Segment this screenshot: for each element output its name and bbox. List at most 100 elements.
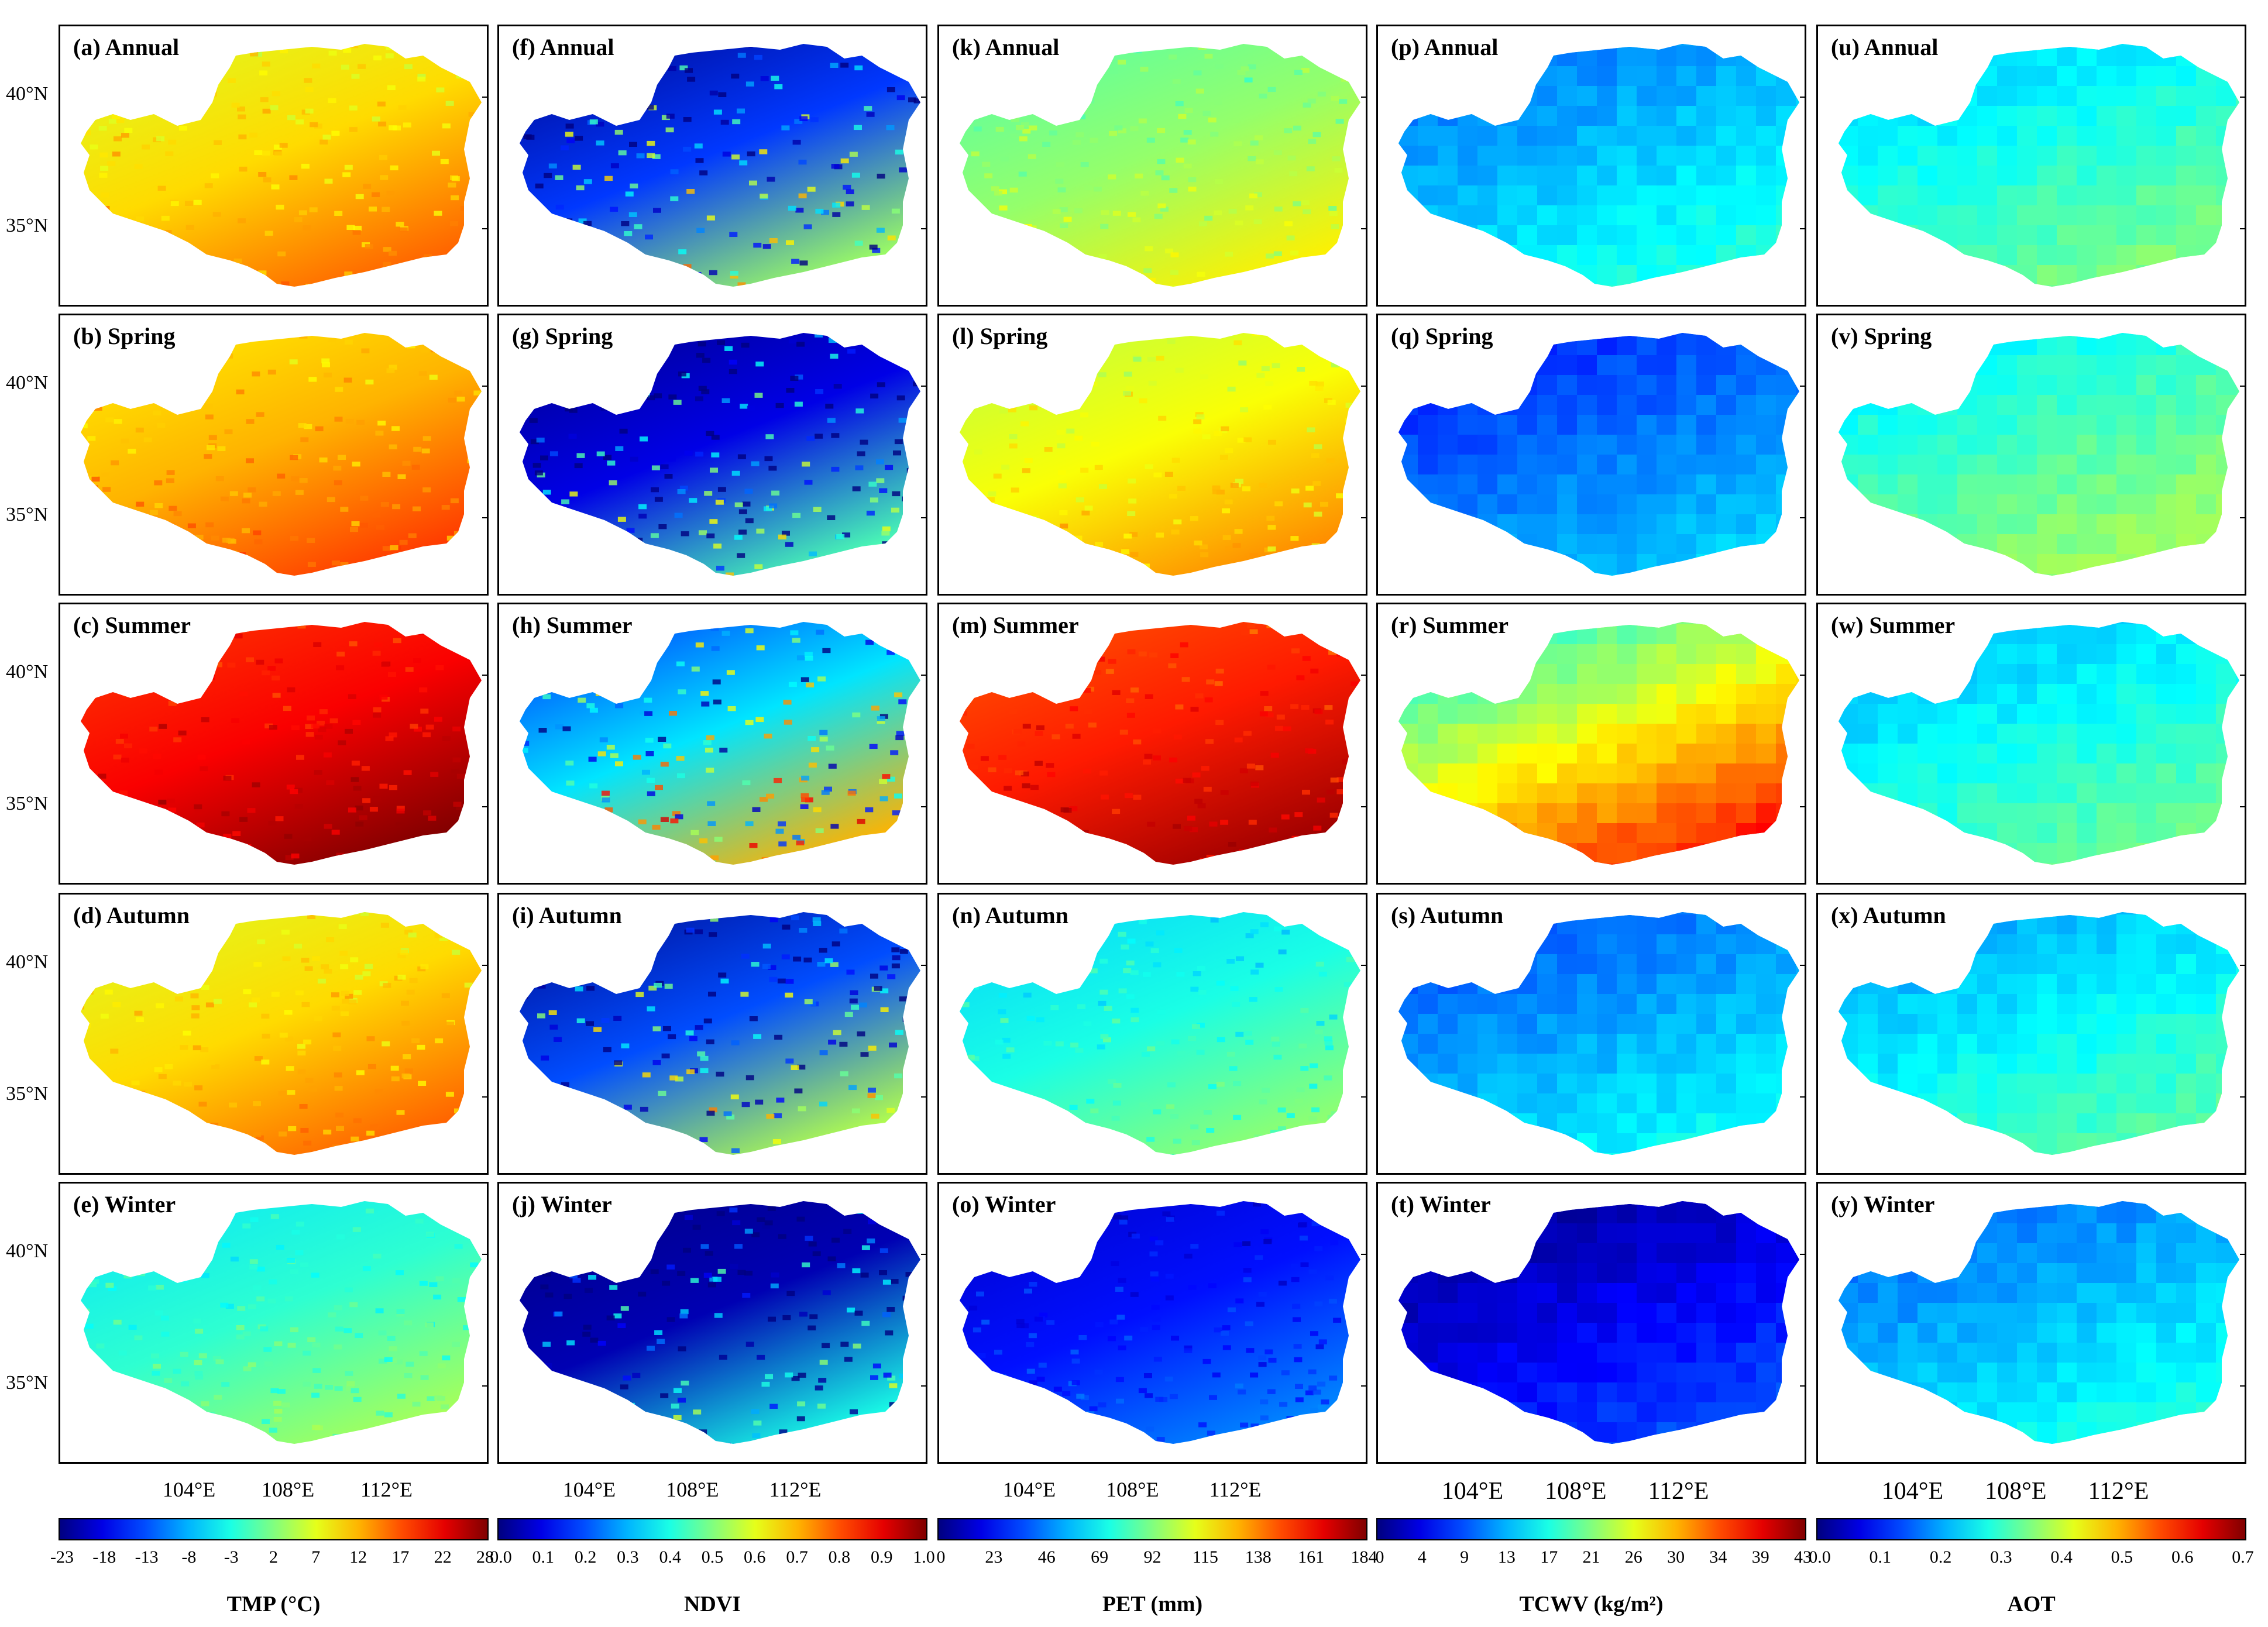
latitude-label: 35°N [6,504,49,525]
map-panel-v: (v) Spring [1816,314,2246,596]
lat-tick [482,228,488,229]
raster-map [520,912,920,1155]
longitude-label: 112°E [1209,1478,1262,1501]
latitude-label: 40°N [6,372,49,394]
lat-tick [2240,517,2246,518]
latitude-label: 35°N [6,1083,49,1105]
map-panel-o: (o) Winter [937,1182,1367,1464]
panel-label: (k) Annual [952,34,1060,60]
colorbar-tick-label: 17 [1540,1547,1558,1567]
map-panel-h: (h) Summer [497,603,927,885]
panel-label: (d) Autumn [73,902,190,928]
map-panel-g: (g) Spring [497,314,927,596]
longitude-label: 104°E [1881,1478,1944,1505]
lat-tick [2240,1385,2246,1387]
lat-tick [1800,517,1806,518]
latitude-label: 40°N [6,661,49,683]
lat-tick [2240,97,2246,98]
panel-label: (n) Autumn [952,902,1068,928]
colorbar-tick-label: 184 [1351,1547,1377,1567]
longitude-label: 104°E [162,1478,216,1501]
colorbar-tick-label: 26 [1624,1547,1642,1567]
lat-tick [482,97,488,98]
panel-label: (h) Summer [512,612,633,638]
lat-tick [921,97,927,98]
colorbar-tick-label: 0.2 [574,1547,597,1567]
lat-tick [482,675,488,676]
panel-label: (x) Autumn [1831,902,1946,928]
raster-map [1398,44,1799,287]
raster-map [1398,1201,1799,1444]
raster-map [960,44,1360,287]
colorbar-tick-label: 0.0 [490,1547,512,1567]
panel-label: (f) Annual [512,34,614,60]
colorbar-tick-label: 161 [1298,1547,1325,1567]
colorbar-tick-label: -3 [224,1547,239,1567]
colorbar-tick-label: 0 [936,1547,946,1567]
map-panel-d: (d) Autumn [59,893,489,1175]
latitude-label: 40°N [6,83,49,105]
map-panel-j: (j) Winter [497,1182,927,1464]
panel-label: (a) Annual [73,34,180,60]
lat-tick [2240,1096,2246,1098]
panel-label: (w) Summer [1831,612,1956,638]
colorbar-tick-label: 138 [1245,1547,1272,1567]
raster-map [1839,1201,2239,1444]
colorbar-tick-label: 0.1 [532,1547,555,1567]
colorbar-tick-label: 0.5 [701,1547,724,1567]
lat-tick [921,386,927,387]
raster-map [1398,912,1799,1155]
raster-map [81,912,482,1155]
panel-label: (i) Autumn [512,902,622,928]
colorbar-tick-label: 0.6 [2171,1547,2194,1567]
colorbar-ndvi [497,1518,927,1540]
lat-tick [2240,228,2246,229]
colorbar-title: PET (mm) [1102,1592,1203,1616]
map-panel-l: (l) Spring [937,314,1367,596]
panel-label: (t) Winter [1391,1191,1491,1217]
lat-tick [1800,1254,1806,1255]
raster-map [1398,333,1799,576]
longitude-label: 112°E [2088,1478,2149,1505]
lat-tick [482,517,488,518]
colorbar-tick-label: 34 [1709,1547,1727,1567]
colorbar-tick-label: 30 [1667,1547,1685,1567]
colorbar-title: TMP (°C) [226,1592,321,1616]
raster-map [520,622,920,865]
map-panel-a: (a) Annual [59,25,489,307]
raster-map [960,622,1360,865]
map-panel-s: (s) Autumn [1376,893,1806,1175]
colorbar-tick-label: 9 [1460,1547,1469,1567]
longitude-label: 108°E [261,1478,315,1501]
map-panel-x: (x) Autumn [1816,893,2246,1175]
map-panel-k: (k) Annual [937,25,1367,307]
lat-tick [2240,965,2246,966]
panel-label: (j) Winter [512,1191,612,1217]
longitude-label: 104°E [1441,1478,1504,1505]
lat-tick [1361,675,1367,676]
lat-tick [482,1254,488,1255]
lat-tick [2240,806,2246,807]
raster-map [960,912,1360,1155]
colorbar-tick-label: 17 [391,1547,410,1567]
map-panel-e: (e) Winter [59,1182,489,1464]
lat-tick [1361,965,1367,966]
colorbar-tick-label: 28 [476,1547,494,1567]
latitude-label: 40°N [6,951,49,973]
panel-label: (e) Winter [73,1191,176,1217]
lat-tick [1361,806,1367,807]
colorbar-tick-label: -18 [92,1547,116,1567]
lat-tick [1800,1385,1806,1387]
map-panel-r: (r) Summer [1376,603,1806,885]
colorbar-tick-label: 0.9 [870,1547,893,1567]
latitude-label: 40°N [6,1240,49,1262]
panel-label: (c) Summer [73,612,191,638]
colorbar-tick-label: 0.0 [1809,1547,1831,1567]
raster-map [520,44,920,287]
lat-tick [1361,228,1367,229]
colorbar-title: AOT [2007,1592,2056,1616]
map-panel-p: (p) Annual [1376,25,1806,307]
map-panel-u: (u) Annual [1816,25,2246,307]
lat-tick [1361,1385,1367,1387]
lat-tick [482,965,488,966]
